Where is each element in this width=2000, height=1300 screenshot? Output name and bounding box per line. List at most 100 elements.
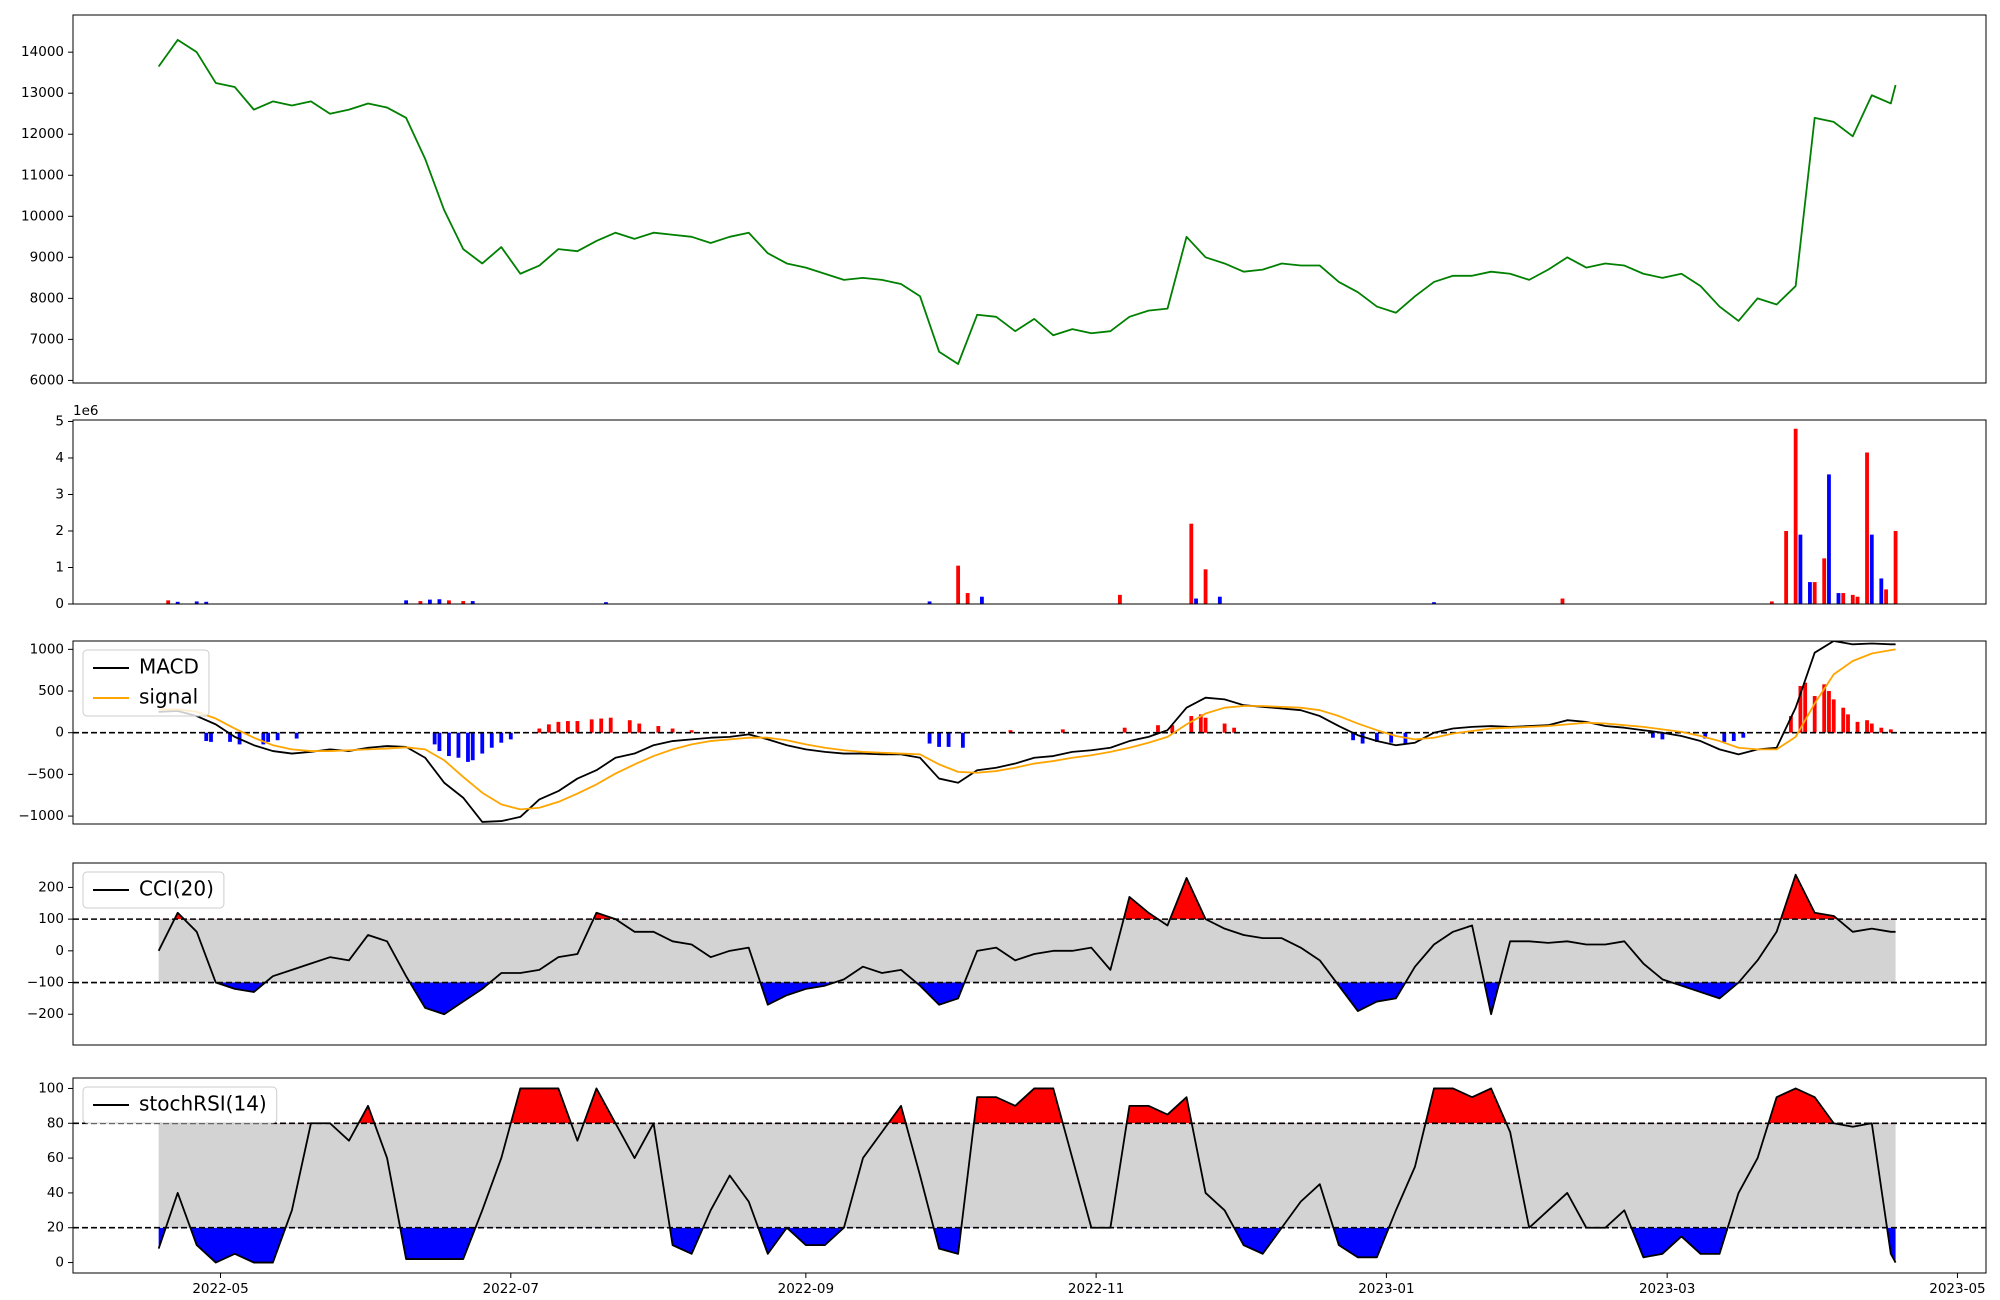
bar	[927, 732, 932, 744]
axes-frame	[72, 1077, 1987, 1274]
bar	[1351, 732, 1355, 741]
bar	[418, 601, 423, 604]
bar	[556, 721, 561, 733]
bar	[1741, 732, 1746, 738]
bar	[1836, 593, 1841, 604]
x-tick-label: 2023-03	[1639, 1281, 1695, 1297]
bar	[1850, 594, 1855, 604]
y-tick-label: −200	[27, 1006, 64, 1022]
bar	[1217, 596, 1222, 604]
bar	[1788, 716, 1793, 733]
y-tick-label: 0	[55, 1255, 64, 1271]
bar	[1869, 723, 1874, 733]
bar	[1560, 598, 1565, 604]
axis-offset-label: 1e6	[73, 403, 98, 419]
legend-label: stochRSI(14)	[139, 1092, 267, 1116]
bar	[1650, 732, 1655, 738]
bar	[689, 730, 694, 733]
bar	[604, 602, 608, 604]
bar	[1879, 578, 1884, 604]
x-tick-label: 2022-09	[778, 1281, 834, 1297]
bar	[432, 732, 437, 745]
bar	[1827, 474, 1831, 604]
bar	[566, 721, 570, 733]
bar	[1841, 707, 1846, 733]
bar	[1203, 717, 1208, 733]
bar	[427, 599, 432, 604]
bar	[1731, 732, 1736, 742]
legend: stochRSI(14)	[82, 1086, 278, 1124]
y-tick-label: 10000	[21, 208, 64, 224]
bar	[266, 732, 271, 742]
plot-area	[157, 38, 1897, 365]
bar	[1360, 732, 1365, 744]
x-tick-label: 2023-01	[1358, 1281, 1414, 1297]
y-tick-label: 9000	[30, 249, 64, 265]
y-tick-label: 4	[55, 450, 64, 466]
bar	[461, 601, 466, 604]
y-tick-label: 80	[47, 1115, 64, 1131]
legend-box	[82, 871, 225, 909]
bar	[1798, 534, 1803, 604]
bar	[965, 593, 970, 604]
legend: CCI(20)	[82, 871, 225, 909]
y-tick-label: 2	[55, 523, 64, 539]
plot-area	[166, 428, 1898, 604]
bar	[1831, 699, 1836, 733]
bar	[228, 732, 232, 742]
bar	[1855, 721, 1860, 733]
y-tick-label: −100	[27, 975, 64, 991]
y-tick-label: 11000	[21, 167, 64, 183]
bar	[1812, 582, 1817, 604]
bar	[1888, 729, 1893, 733]
bar	[1232, 727, 1237, 733]
bar	[589, 719, 594, 733]
bar	[175, 601, 180, 604]
x-tick-label: 2022-05	[192, 1281, 248, 1297]
bar	[956, 565, 961, 604]
legend-box	[82, 649, 210, 717]
bar	[194, 601, 199, 604]
axes-frame	[72, 862, 1987, 1046]
bar	[1879, 727, 1884, 733]
bar	[499, 732, 504, 743]
bar	[1060, 729, 1065, 733]
legend-label: CCI(20)	[139, 877, 214, 901]
bar	[1432, 602, 1436, 604]
x-tick-label: 2022-11	[1068, 1281, 1124, 1297]
fill-above	[358, 1088, 1834, 1124]
bar	[261, 732, 266, 745]
fill-below	[158, 982, 1896, 1015]
y-tick-label: 12000	[21, 126, 64, 142]
legend-label: MACD	[139, 655, 199, 679]
bar	[1827, 691, 1831, 733]
bar	[1203, 569, 1208, 604]
series-line	[158, 648, 1896, 811]
bar	[1189, 716, 1194, 733]
y-tick-label: 14000	[21, 44, 64, 60]
axes-frame	[72, 14, 1987, 384]
bar	[1846, 714, 1850, 733]
y-tick-label: −1000	[18, 808, 64, 824]
bar	[404, 600, 409, 604]
bar	[1884, 589, 1888, 604]
bar	[447, 600, 451, 604]
y-tick-label: −500	[27, 766, 64, 782]
y-tick-label: 0	[55, 725, 64, 741]
bar	[1822, 684, 1827, 733]
bar	[627, 720, 632, 733]
bar	[1841, 593, 1846, 604]
bar	[656, 726, 661, 733]
bar	[546, 724, 551, 733]
y-tick-label: 3	[55, 486, 64, 502]
bar	[599, 718, 604, 733]
bar	[946, 732, 951, 747]
series-line	[158, 641, 1896, 823]
fill-below	[158, 1227, 1896, 1263]
bar	[608, 717, 613, 733]
plot-area	[73, 641, 1986, 823]
bar	[294, 732, 299, 739]
bar	[1893, 530, 1898, 604]
bar	[1769, 601, 1774, 604]
